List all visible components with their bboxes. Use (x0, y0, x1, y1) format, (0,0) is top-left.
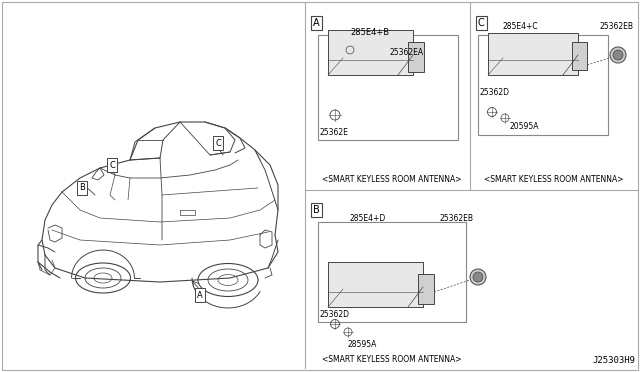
Ellipse shape (94, 273, 112, 283)
Text: 25362E: 25362E (320, 128, 349, 137)
Text: <SMART KEYLESS ROOM ANTENNA>: <SMART KEYLESS ROOM ANTENNA> (484, 175, 624, 184)
Text: 285E4+B: 285E4+B (351, 28, 390, 37)
Text: A: A (313, 18, 319, 28)
Bar (488, 33, 578, 75)
Bar (418, 274, 434, 304)
Text: A: A (197, 291, 203, 299)
Text: 25362EB: 25362EB (440, 214, 474, 223)
Bar (572, 42, 587, 70)
Ellipse shape (470, 269, 486, 285)
Text: C: C (215, 138, 221, 148)
Bar (318, 35, 458, 140)
Text: C: C (478, 18, 484, 28)
Text: 25362D: 25362D (320, 310, 350, 319)
Text: 25362D: 25362D (480, 88, 510, 97)
Text: <SMART KEYLESS ROOM ANTENNA>: <SMART KEYLESS ROOM ANTENNA> (323, 175, 461, 184)
Text: 285E4+C: 285E4+C (502, 22, 538, 31)
Text: 25362EB: 25362EB (600, 22, 634, 31)
Bar (408, 42, 424, 72)
Text: B: B (79, 183, 85, 192)
Bar (328, 30, 413, 75)
Ellipse shape (613, 50, 623, 60)
Ellipse shape (218, 275, 238, 285)
Text: C: C (109, 160, 115, 170)
Text: J25303H9: J25303H9 (592, 356, 635, 365)
Text: <SMART KEYLESS ROOM ANTENNA>: <SMART KEYLESS ROOM ANTENNA> (323, 355, 461, 364)
Text: 20595A: 20595A (510, 122, 540, 131)
Ellipse shape (473, 272, 483, 282)
Text: 28595A: 28595A (348, 340, 378, 349)
Bar (478, 35, 608, 135)
Ellipse shape (610, 47, 626, 63)
Bar (328, 262, 423, 307)
Text: B: B (313, 205, 320, 215)
Text: 285E4+D: 285E4+D (350, 214, 386, 223)
Text: 25362EA: 25362EA (390, 48, 424, 57)
Bar (318, 222, 466, 322)
